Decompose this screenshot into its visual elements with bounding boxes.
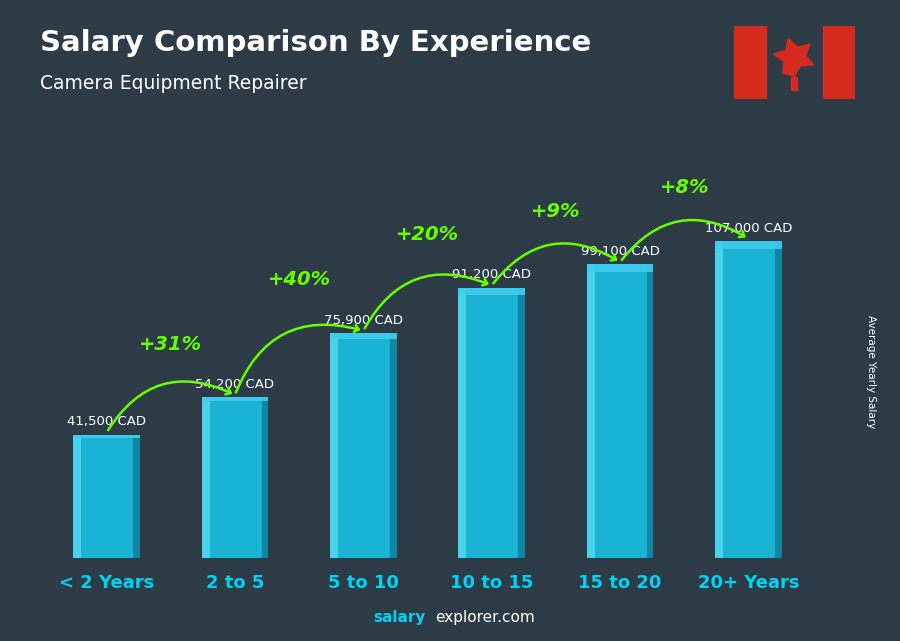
FancyBboxPatch shape	[458, 288, 525, 558]
Bar	[791, 77, 797, 90]
FancyBboxPatch shape	[202, 397, 210, 558]
FancyBboxPatch shape	[587, 265, 653, 558]
FancyBboxPatch shape	[73, 435, 140, 438]
Text: +9%: +9%	[531, 202, 580, 221]
Bar	[823, 26, 855, 99]
FancyBboxPatch shape	[715, 241, 782, 558]
FancyBboxPatch shape	[330, 333, 397, 338]
Text: 54,200 CAD: 54,200 CAD	[195, 378, 274, 391]
FancyBboxPatch shape	[587, 265, 653, 272]
FancyBboxPatch shape	[390, 333, 397, 558]
FancyBboxPatch shape	[715, 241, 782, 249]
FancyBboxPatch shape	[73, 435, 81, 558]
FancyBboxPatch shape	[458, 288, 466, 558]
Text: 99,100 CAD: 99,100 CAD	[580, 245, 660, 258]
Text: 75,900 CAD: 75,900 CAD	[324, 313, 403, 327]
Text: Average Yearly Salary: Average Yearly Salary	[866, 315, 877, 428]
Text: +31%: +31%	[140, 335, 202, 354]
Text: +20%: +20%	[396, 225, 459, 244]
FancyBboxPatch shape	[518, 288, 525, 558]
FancyBboxPatch shape	[587, 265, 595, 558]
FancyBboxPatch shape	[262, 397, 268, 558]
Text: 41,500 CAD: 41,500 CAD	[68, 415, 146, 428]
FancyBboxPatch shape	[330, 333, 338, 558]
FancyBboxPatch shape	[715, 241, 723, 558]
FancyBboxPatch shape	[647, 265, 653, 558]
FancyBboxPatch shape	[458, 288, 525, 295]
Text: 107,000 CAD: 107,000 CAD	[705, 222, 792, 235]
FancyBboxPatch shape	[133, 435, 140, 558]
Text: explorer.com: explorer.com	[435, 610, 535, 625]
FancyBboxPatch shape	[330, 333, 397, 558]
FancyBboxPatch shape	[202, 397, 268, 558]
FancyBboxPatch shape	[775, 241, 782, 558]
FancyBboxPatch shape	[202, 397, 268, 401]
Bar	[734, 26, 766, 99]
FancyBboxPatch shape	[73, 435, 140, 558]
Text: Camera Equipment Repairer: Camera Equipment Repairer	[40, 74, 307, 93]
Text: salary: salary	[374, 610, 426, 625]
Polygon shape	[773, 38, 814, 76]
Text: Salary Comparison By Experience: Salary Comparison By Experience	[40, 29, 592, 57]
Text: 91,200 CAD: 91,200 CAD	[452, 269, 531, 281]
Text: +8%: +8%	[660, 178, 709, 197]
Text: +40%: +40%	[267, 271, 330, 289]
